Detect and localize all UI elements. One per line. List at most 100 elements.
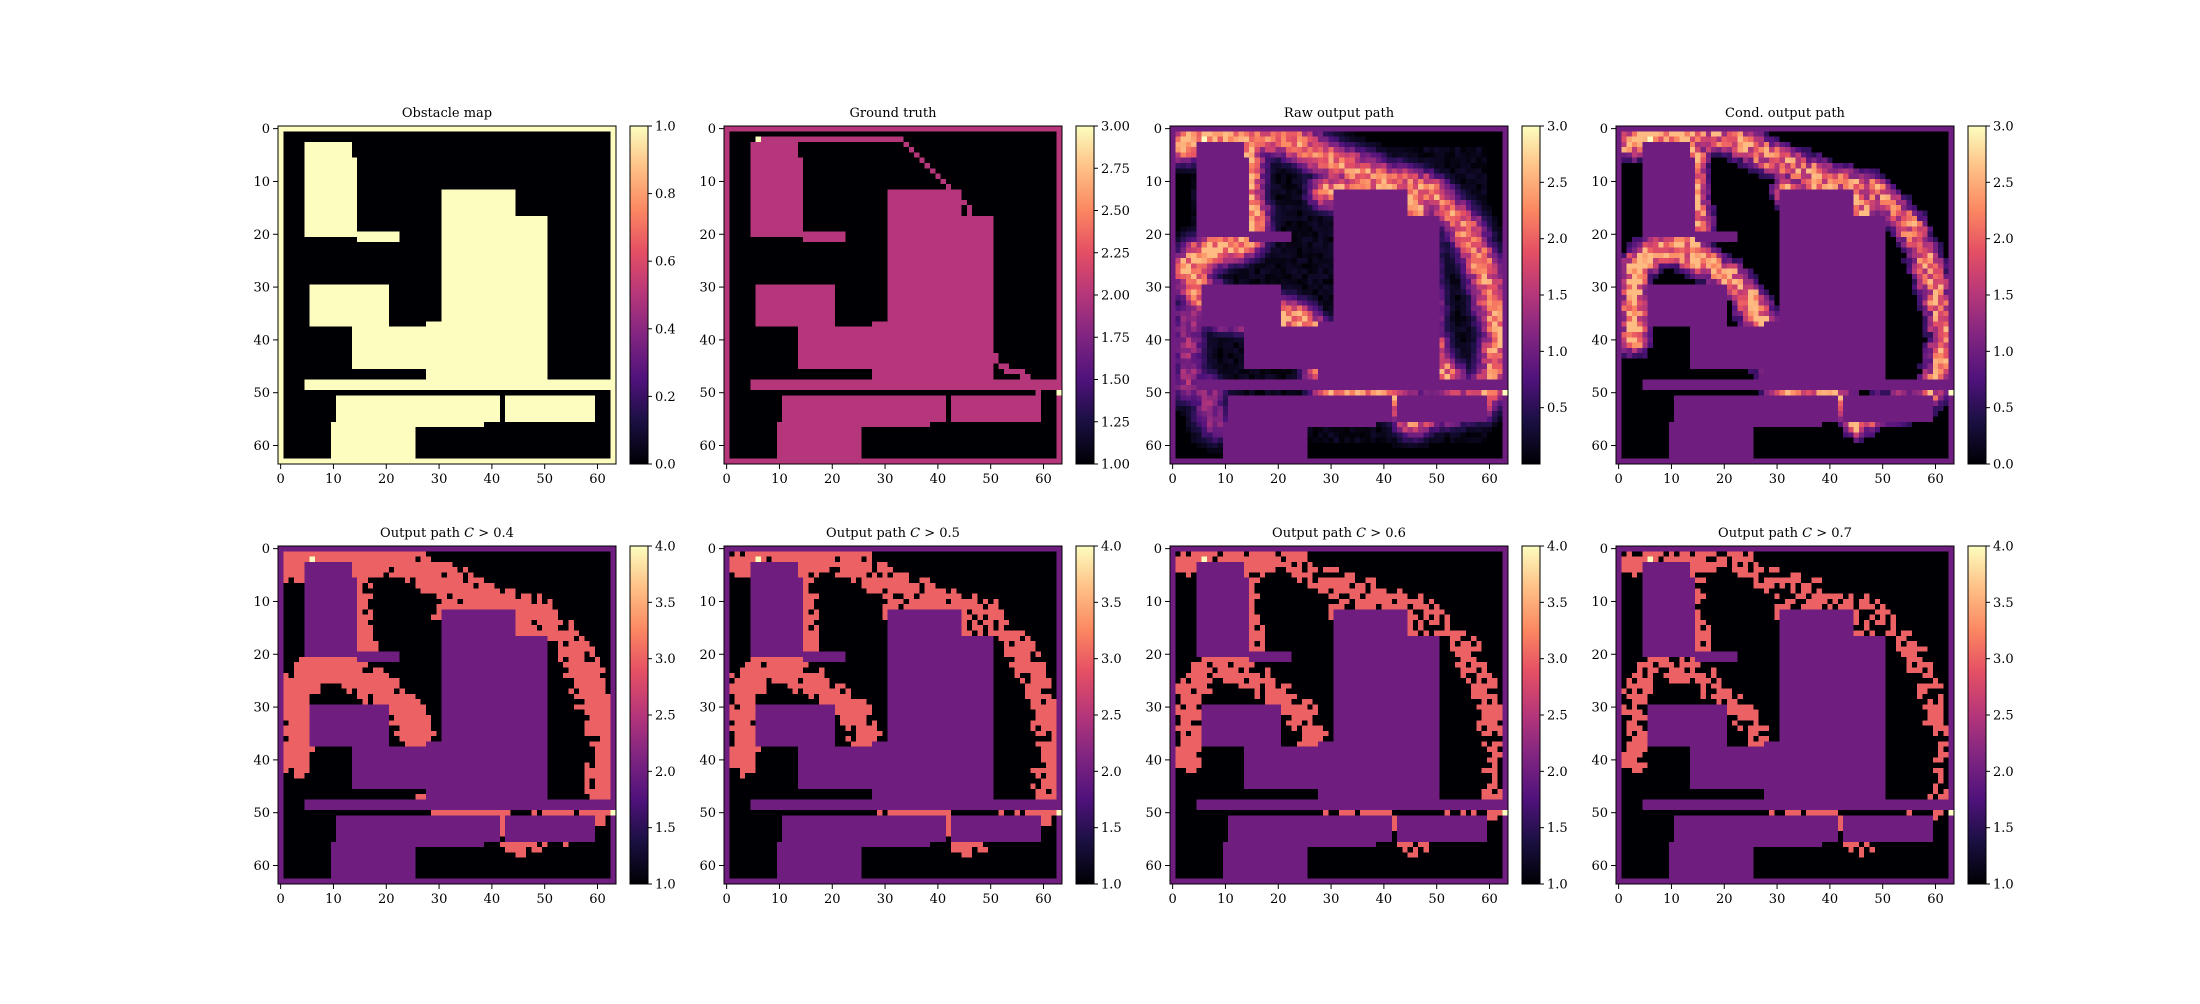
y-tick-label: 60 — [253, 439, 270, 454]
colorbar-tick-label: 4.0 — [1547, 540, 1568, 555]
colorbar-tick-label: 1.0 — [1993, 345, 2014, 360]
panel-title: Ground truth — [849, 106, 937, 121]
heatmap-image — [1616, 546, 1954, 884]
colorbar-tick-label: 2.5 — [1993, 176, 2014, 191]
colorbar-tick-label: 1.5 — [1101, 821, 1122, 836]
colorbar-tick-label: 0.0 — [1993, 458, 2014, 473]
panel-title: Output path C > 0.5 — [826, 526, 960, 541]
y-tick-label: 0 — [1154, 122, 1162, 137]
colorbar-tick-label: 3.0 — [655, 652, 676, 667]
colorbar-tick-label: 1.5 — [1547, 289, 1568, 304]
y-tick-label: 30 — [1591, 701, 1608, 716]
x-tick-label: 10 — [1217, 892, 1234, 907]
heatmap-image — [1170, 126, 1508, 464]
y-tick-label: 50 — [1591, 806, 1608, 821]
colorbar-tick-label: 2.0 — [655, 765, 676, 780]
y-tick-label: 10 — [1591, 175, 1608, 190]
y-tick-label: 0 — [1600, 542, 1608, 557]
y-tick-label: 0 — [262, 542, 270, 557]
y-tick-label: 60 — [699, 439, 716, 454]
plot-frame — [723, 125, 1063, 465]
colorbar-tick-label: 3.5 — [1547, 596, 1568, 611]
heatmap-image — [278, 546, 616, 884]
y-tick-label: 40 — [253, 333, 270, 348]
x-tick-label: 20 — [378, 472, 395, 487]
colorbar-tick-label: 1.0 — [1993, 878, 2014, 893]
y-tick-label: 40 — [699, 753, 716, 768]
plot-frame — [277, 545, 617, 885]
y-tick-label: 10 — [253, 175, 270, 190]
colorbar-tick-label: 1.75 — [1101, 331, 1130, 346]
heatmap-image — [724, 126, 1062, 464]
colorbar-tick-label: 1.0 — [655, 878, 676, 893]
colorbar-tick-label: 0.5 — [1993, 401, 2014, 416]
y-tick-label: 20 — [253, 648, 270, 663]
x-tick-label: 60 — [1035, 472, 1052, 487]
x-tick-label: 50 — [1874, 892, 1891, 907]
y-tick-label: 20 — [699, 228, 716, 243]
colorbar-tick-label: 2.0 — [1101, 765, 1122, 780]
x-tick-label: 60 — [1927, 472, 1944, 487]
x-tick-label: 10 — [325, 472, 342, 487]
x-tick-label: 50 — [1874, 472, 1891, 487]
colorbar — [1075, 125, 1095, 465]
y-tick-label: 0 — [708, 122, 716, 137]
y-tick-label: 60 — [253, 859, 270, 874]
y-tick-label: 60 — [699, 859, 716, 874]
colorbar-tick-label: 3.5 — [655, 596, 676, 611]
x-tick-label: 30 — [431, 472, 448, 487]
panel-4: Cond. output path 0 10 20 30 40 50 60 0 10 20 30 40 5… — [1591, 106, 2013, 487]
x-tick-label: 20 — [1270, 892, 1287, 907]
colorbar-tick-label: 2.25 — [1101, 246, 1130, 261]
y-tick-label: 30 — [1145, 701, 1162, 716]
x-tick-label: 60 — [589, 472, 606, 487]
y-tick-label: 30 — [699, 281, 716, 296]
x-tick-label: 40 — [1376, 892, 1393, 907]
panel-title: Output path C > 0.4 — [380, 526, 514, 541]
panel-title: Raw output path — [1284, 106, 1395, 121]
x-tick-label: 30 — [1323, 472, 1340, 487]
x-tick-label: 10 — [1663, 892, 1680, 907]
x-tick-label: 20 — [1716, 892, 1733, 907]
x-tick-label: 60 — [1927, 892, 1944, 907]
y-tick-label: 30 — [699, 701, 716, 716]
colorbar-tick-label: 1.5 — [1993, 821, 2014, 836]
colorbar-tick-label: 3.00 — [1101, 120, 1130, 135]
colorbar-tick-label: 3.5 — [1993, 596, 2014, 611]
y-tick-label: 30 — [1591, 281, 1608, 296]
y-tick-label: 40 — [1591, 333, 1608, 348]
colorbar-tick-label: 2.5 — [1101, 709, 1122, 724]
panel-title: Cond. output path — [1725, 106, 1846, 121]
colorbar-tick-label: 2.00 — [1101, 289, 1130, 304]
colorbar — [1967, 125, 1987, 465]
colorbar-tick-label: 1.0 — [1547, 345, 1568, 360]
y-tick-label: 40 — [1591, 753, 1608, 768]
colorbar-tick-label: 1.50 — [1101, 373, 1130, 388]
x-tick-label: 20 — [1716, 472, 1733, 487]
colorbar-tick-label: 1.25 — [1101, 415, 1130, 430]
colorbar-tick-label: 0.0 — [655, 458, 676, 473]
x-tick-label: 40 — [930, 892, 947, 907]
x-tick-label: 40 — [1376, 472, 1393, 487]
colorbar-tick-label: 2.5 — [1547, 709, 1568, 724]
y-tick-label: 50 — [1145, 806, 1162, 821]
y-tick-label: 20 — [699, 648, 716, 663]
colorbar-tick-label: 2.0 — [1993, 232, 2014, 247]
y-tick-label: 60 — [1591, 439, 1608, 454]
panel-6: Output path C > 0.5 0 10 20 30 40 50 60 0 10 20 30 4… — [699, 526, 1121, 907]
colorbar-tick-label: 2.0 — [1547, 765, 1568, 780]
x-tick-label: 30 — [1769, 472, 1786, 487]
y-tick-label: 0 — [1154, 542, 1162, 557]
plot-frame — [1615, 125, 1955, 465]
colorbar-tick-label: 1.5 — [655, 821, 676, 836]
x-tick-label: 60 — [1035, 892, 1052, 907]
x-tick-label: 10 — [1663, 472, 1680, 487]
x-tick-label: 50 — [982, 892, 999, 907]
x-tick-label: 50 — [536, 472, 553, 487]
colorbar-tick-label: 3.0 — [1547, 652, 1568, 667]
y-tick-label: 30 — [1145, 281, 1162, 296]
x-tick-label: 30 — [1323, 892, 1340, 907]
colorbar-tick-label: 1.5 — [1993, 289, 2014, 304]
x-tick-label: 40 — [1822, 892, 1839, 907]
